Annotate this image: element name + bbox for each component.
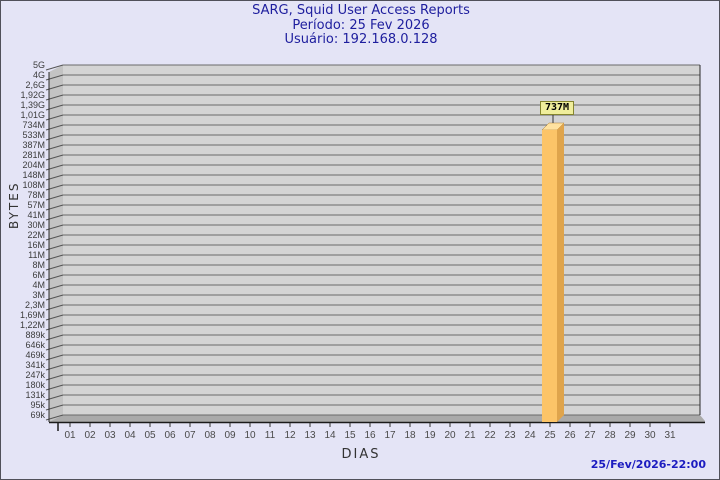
generation-timestamp: 25/Fev/2026-22:00 [590, 458, 706, 471]
x-tick-label: 01 [64, 430, 76, 441]
bar-day-25 [542, 130, 557, 422]
y-tick-label: 387M [22, 140, 45, 150]
x-tick-label: 30 [644, 430, 656, 441]
y-tick-label: 4G [33, 70, 45, 80]
y-tick-label: 78M [27, 190, 45, 200]
x-tick-label: 06 [164, 430, 176, 441]
page-title: SARG, Squid User Access Reports [252, 3, 470, 18]
y-tick-label: 247k [25, 370, 45, 380]
x-tick-label: 13 [304, 430, 316, 441]
y-tick-label: 281M [22, 150, 45, 160]
x-tick-label: 04 [124, 430, 136, 441]
x-tick-label: 07 [184, 430, 196, 441]
x-tick-label: 18 [404, 430, 416, 441]
x-tick-label: 17 [384, 430, 396, 441]
y-tick-label: 3M [32, 290, 45, 300]
y-tick-label: 69k [30, 410, 45, 420]
y-tick-label: 30M [27, 220, 45, 230]
title-block: SARG, Squid User Access Reports Período:… [1, 3, 719, 48]
x-tick-label: 05 [144, 430, 156, 441]
y-tick-label: 533M [22, 130, 45, 140]
y-tick-label: 889k [25, 330, 45, 340]
x-tick-label: 16 [364, 430, 376, 441]
x-tick-label: 20 [444, 430, 456, 441]
report-user: Usuário: 192.168.0.128 [284, 32, 438, 47]
x-tick-label: 27 [584, 430, 596, 441]
y-tick-label: 131k [25, 390, 45, 400]
x-tick-label: 11 [265, 430, 276, 441]
y-tick-label: 108M [22, 180, 45, 190]
plot-area [63, 65, 700, 415]
x-tick-label: 08 [204, 430, 216, 441]
x-tick-label: 31 [664, 430, 676, 441]
left-wall [49, 65, 63, 422]
y-tick-label: 16M [27, 240, 45, 250]
x-tick-label: 09 [224, 430, 236, 441]
x-tick-label: 23 [504, 430, 516, 441]
y-tick-label: 180k [25, 380, 45, 390]
y-tick-label: 2,3M [25, 300, 45, 310]
y-tick-label: 95k [30, 400, 45, 410]
x-tick-label: 12 [284, 430, 296, 441]
y-tick-label: 1,01G [20, 110, 45, 120]
x-tick-label: 02 [84, 430, 96, 441]
x-tick-label: 26 [564, 430, 576, 441]
report-period: Período: 25 Fev 2026 [292, 17, 430, 33]
y-tick-label: 8M [32, 260, 45, 270]
x-tick-label: 19 [424, 430, 436, 441]
x-tick-label: 24 [524, 430, 536, 441]
x-tick-label: 03 [104, 430, 116, 441]
x-tick-label: 14 [324, 430, 336, 441]
y-tick-label: 41M [27, 210, 45, 220]
y-tick-label: 204M [22, 160, 45, 170]
y-tick-label: 2,6G [25, 80, 45, 90]
x-tick-label: 10 [244, 430, 256, 441]
y-tick-label: 1,22M [20, 320, 45, 330]
x-tick-label: 29 [624, 430, 636, 441]
y-tick-label: 341k [25, 360, 45, 370]
y-tick-label: 22M [27, 230, 45, 240]
bar-value-label: 737M [540, 101, 574, 115]
x-axis-title: DIAS [341, 447, 381, 462]
y-tick-label: 11M [28, 250, 45, 260]
y-tick-label: 4M [32, 280, 45, 290]
x-tick-label: 15 [344, 430, 356, 441]
bar-side-face [557, 123, 564, 422]
y-tick-label: 734M [22, 120, 45, 130]
x-tick-label: 25 [544, 430, 556, 441]
y-tick-label: 5G [33, 60, 45, 70]
y-tick-label: 148M [22, 170, 45, 180]
y-tick-label: 646k [25, 340, 45, 350]
y-tick-label: 1,39G [20, 100, 45, 110]
y-tick-label: 1,92G [20, 90, 45, 100]
floor [49, 415, 705, 422]
y-tick-label: 6M [32, 270, 45, 280]
y-tick [45, 64, 64, 71]
x-tick-label: 28 [604, 430, 616, 441]
x-tick-label: 21 [464, 430, 476, 441]
x-tick-label: 22 [484, 430, 496, 441]
y-tick-label: 1,69M [20, 310, 45, 320]
y-tick-label: 57M [27, 200, 45, 210]
y-axis-title: BYTES [7, 181, 21, 229]
y-tick-label: 469k [25, 350, 45, 360]
